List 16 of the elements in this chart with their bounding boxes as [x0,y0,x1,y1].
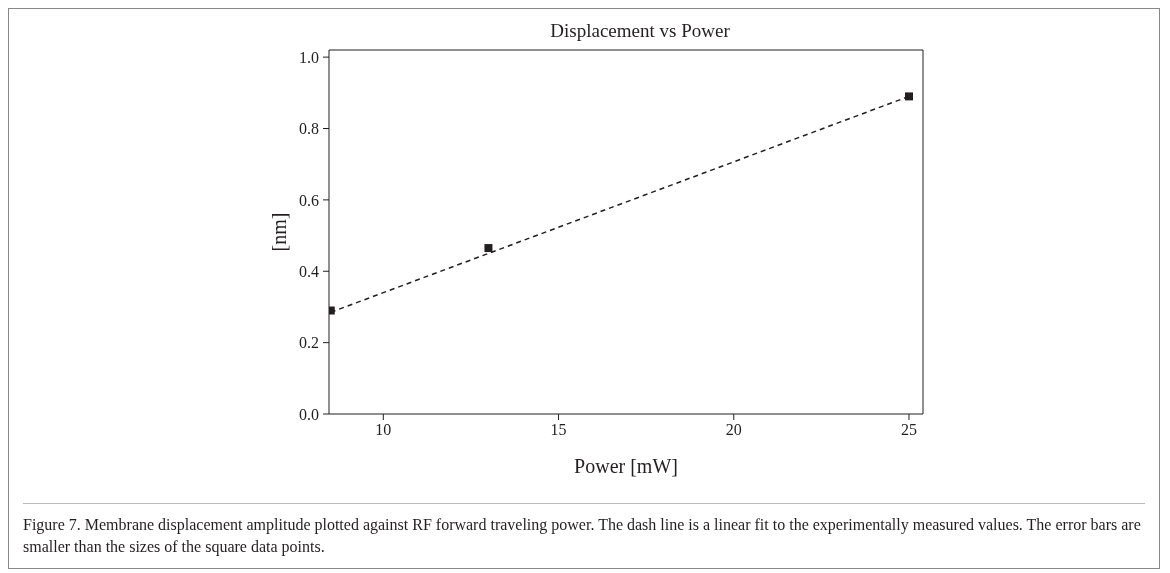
x-tick-label: 25 [900,421,917,439]
y-tick-label: 0.6 [299,191,319,209]
y-axis-title: [nm] [268,212,291,252]
point [904,92,913,101]
y-tick-label: 1.0 [299,48,319,66]
x-tick-label: 10 [375,421,392,439]
point [484,244,493,253]
chart-title: Displacement vs Power [550,20,731,41]
caption: Figure 7. Membrane displacement amplitude plotted against RF forward traveling power. The dash line is a linear fit to the experimentally measured values. The error bars are smaller than the sizes of the square data points. [23,515,1142,558]
x-tick-label: 15 [550,421,567,439]
y-tick-label: 0.2 [299,334,319,352]
x-axis-title: Power [mW] [574,455,678,478]
y-tick-label: 0.4 [299,262,319,280]
y-tick-label: 0.8 [299,120,319,138]
y-tick-label: 0.0 [299,405,319,423]
x-tick-label: 20 [725,421,742,439]
